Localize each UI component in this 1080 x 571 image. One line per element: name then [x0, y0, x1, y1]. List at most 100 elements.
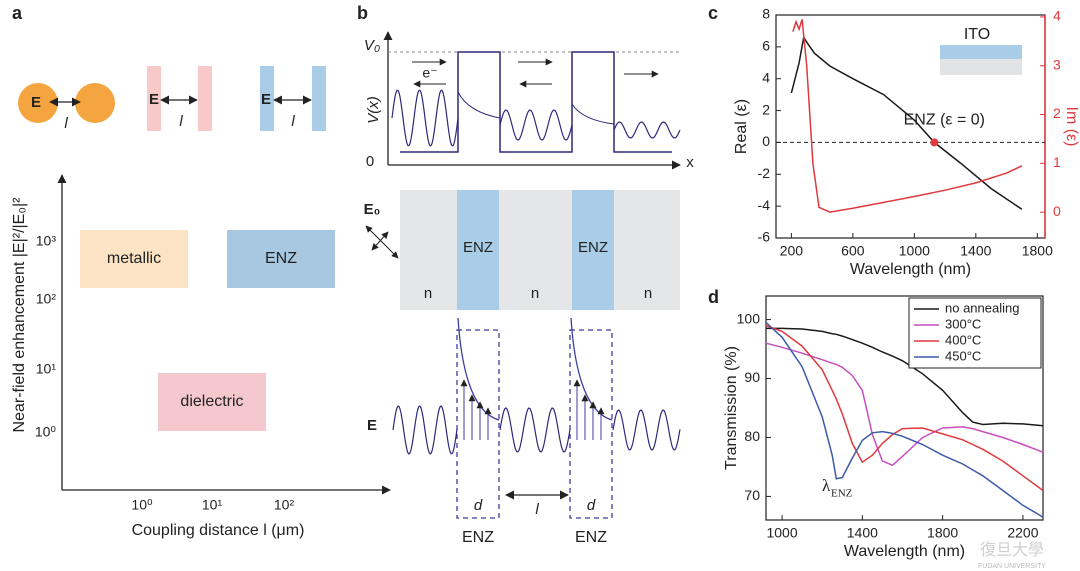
- panel-label: b: [357, 3, 368, 23]
- field-label: E: [149, 91, 159, 108]
- wave: [612, 409, 681, 451]
- series-line: [792, 19, 1023, 213]
- x-tick-label: 1000: [899, 243, 930, 259]
- region-label: metallic: [107, 250, 161, 267]
- panel-label: a: [12, 3, 23, 23]
- y-tick-label: 80: [744, 428, 760, 444]
- regime-map: metallic ENZ dielectric 10⁰ 10¹ 10² 10³ …: [11, 174, 391, 539]
- region-label: dielectric: [180, 393, 243, 410]
- x-tick-label: 10⁰: [131, 497, 153, 513]
- legend-label: no annealing: [945, 300, 1019, 315]
- thickness-label: d: [474, 497, 483, 514]
- y-tick-label: 6: [762, 38, 770, 54]
- x-tick-label: 2200: [1007, 525, 1038, 541]
- layer-label: ENZ: [578, 239, 608, 256]
- panel-label: c: [708, 3, 718, 23]
- y-tick-label: 90: [744, 369, 760, 385]
- ito-inset: ITO: [940, 26, 1022, 75]
- y-tick-label: 4: [762, 69, 770, 85]
- wave: [499, 407, 571, 453]
- field-profile: E d d l ENZ ENZ: [367, 317, 681, 546]
- inset-label: ITO: [964, 26, 990, 43]
- layer-label: ENZ: [462, 529, 494, 546]
- spacing-label: l: [535, 501, 539, 518]
- wave: [499, 109, 573, 141]
- y-tick-label: 10⁰: [35, 424, 57, 440]
- y2-axis-label: Im (ε): [1063, 106, 1080, 146]
- series-line: [765, 342, 1044, 467]
- y-tick-label: 2: [762, 101, 770, 117]
- schematic-enz: E l: [260, 66, 326, 131]
- layer-label: ENZ: [575, 529, 607, 546]
- x-tick-label: 1800: [927, 525, 958, 541]
- distance-label: l: [64, 115, 68, 132]
- y-tick-label: -2: [758, 165, 771, 181]
- y-axis-label: V(x): [365, 96, 382, 124]
- x-axis-label: Wavelength (nm): [844, 543, 965, 560]
- y-axis-label: Transmission (%): [723, 346, 740, 470]
- y-tick-label: -4: [758, 197, 771, 213]
- y-tick-label: 0: [762, 133, 770, 149]
- distance-label: l: [179, 113, 183, 130]
- y-tick-label: 10³: [36, 233, 57, 249]
- y-tick-label: 70: [744, 487, 760, 503]
- distance-label: l: [291, 113, 295, 130]
- electron-label: e⁻: [422, 65, 437, 81]
- field-label: E: [367, 417, 377, 434]
- wave: [392, 405, 458, 455]
- field-label: E₀: [364, 201, 381, 218]
- layer-structure: E₀ n ENZ n ENZ n: [364, 190, 680, 310]
- y2-tick-label: 3: [1053, 56, 1061, 72]
- annotation-symbol: λ: [822, 476, 831, 495]
- potential-diagram: V₀ V(x) 0 x e⁻: [364, 31, 694, 171]
- field-label: E: [31, 94, 41, 111]
- enz-point: [930, 138, 939, 147]
- watermark: 復旦大學: [980, 541, 1044, 559]
- y-tick-label: 8: [762, 6, 770, 22]
- watermark: FUDAN UNIVERSITY: [978, 563, 1046, 570]
- y-tick-label: 10¹: [36, 361, 57, 377]
- v0-label: V₀: [364, 37, 380, 54]
- x-tick-label: 600: [841, 243, 865, 259]
- legend-label: 450°C: [945, 348, 981, 363]
- wave: [613, 121, 681, 139]
- x-tick-label: 10²: [274, 497, 295, 513]
- x-tick-label: 1000: [766, 525, 797, 541]
- x-axis-label: Coupling distance l (μm): [132, 522, 305, 539]
- y-tick-label: -6: [758, 229, 771, 245]
- y2-tick-label: 0: [1053, 203, 1061, 219]
- x-tick-label: 200: [780, 243, 804, 259]
- layer-label: ENZ: [463, 239, 493, 256]
- region-label: ENZ: [265, 250, 297, 267]
- x-axis-label: Wavelength (nm): [850, 261, 971, 278]
- y-tick-label: 100: [737, 310, 761, 326]
- series-line: [766, 327, 1044, 427]
- legend-label: 400°C: [945, 332, 981, 347]
- plot-frame: [765, 295, 1044, 521]
- x-axis-label: x: [686, 154, 694, 171]
- y-tick-label: 10²: [36, 291, 57, 307]
- y2-tick-label: 1: [1053, 154, 1061, 170]
- x-tick-label: 10¹: [202, 497, 223, 513]
- x-tick-label: 1800: [1022, 243, 1053, 259]
- origin-label: 0: [366, 153, 374, 170]
- layer-label: n: [531, 285, 539, 302]
- annotation: ENZ (ε = 0): [904, 112, 985, 129]
- y2-tick-label: 4: [1053, 8, 1061, 24]
- wave: [391, 89, 459, 147]
- y-axis-label: Near-field enhancement |E|²/|E₀|²: [11, 197, 28, 433]
- x-tick-label: 1400: [847, 525, 878, 541]
- annotation-subscript: ENZ: [831, 488, 853, 500]
- thickness-label: d: [587, 497, 596, 514]
- layer-label: n: [424, 285, 432, 302]
- schematic-particles: E l: [18, 83, 115, 132]
- y2-tick-label: 2: [1053, 105, 1061, 121]
- series-line: [765, 321, 1044, 518]
- legend-label: 300°C: [945, 316, 981, 331]
- series-line: [765, 324, 1044, 492]
- field-label: E: [261, 91, 271, 108]
- panel-label: d: [708, 287, 719, 307]
- schematic-dielectric: E l: [147, 66, 212, 131]
- x-tick-label: 1400: [960, 243, 991, 259]
